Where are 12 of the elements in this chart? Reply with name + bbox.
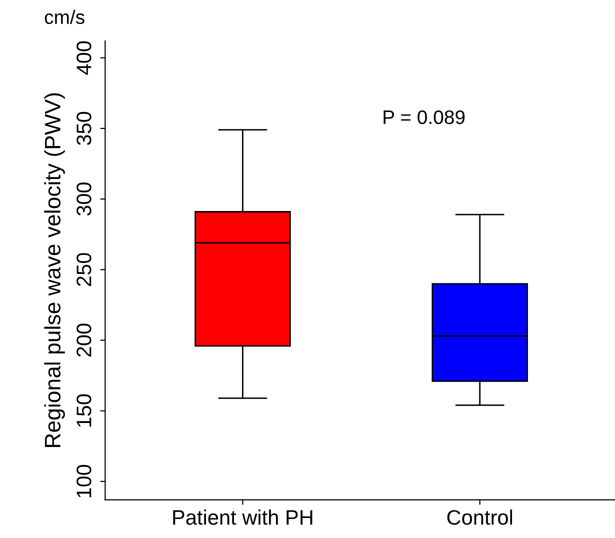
- y-tick-label: 250: [76, 253, 92, 286]
- x-tick-label: Patient with PH: [173, 510, 312, 525]
- y-tick-label: 100: [76, 464, 92, 498]
- y-tick-label: 350: [76, 112, 92, 146]
- y-tick-label: 200: [76, 324, 92, 357]
- x-tick-label: Control: [447, 510, 512, 525]
- y-tick-label: 400: [76, 41, 92, 75]
- y-tick-label: 300: [76, 182, 92, 216]
- y-axis-title: Regional pulse wave velocity (PWV): [44, 93, 65, 447]
- text: cm/s: [44, 10, 84, 24]
- y-tick-label: 150: [76, 394, 92, 427]
- annotation: P = 0.089: [384, 110, 465, 124]
